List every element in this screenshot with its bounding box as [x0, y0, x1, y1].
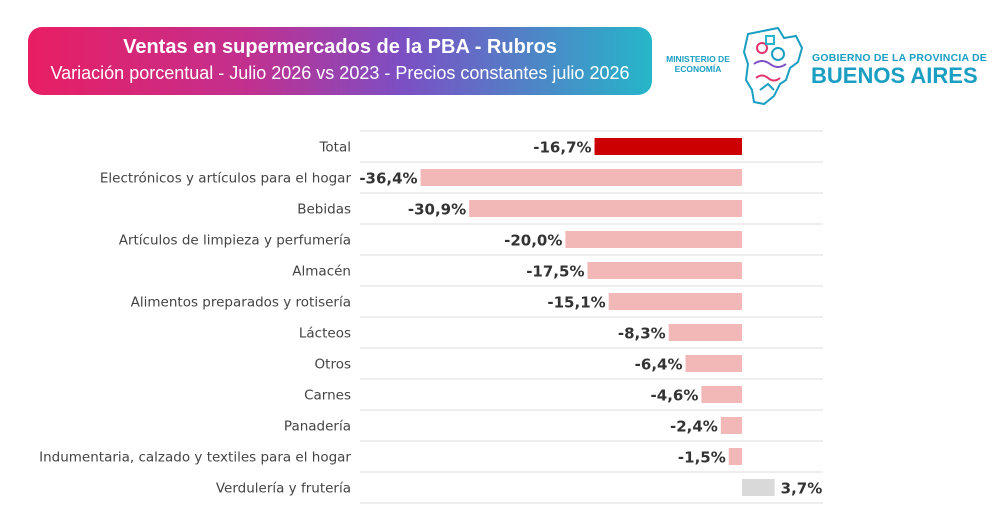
- category-label: Bebidas: [297, 202, 351, 218]
- chart-subtitle: Variación porcentual - Julio 2026 vs 202…: [50, 63, 630, 83]
- bar-10: [728, 448, 742, 465]
- bar-5: [608, 293, 742, 310]
- chart-title: Ventas en supermercados de la PBA - Rubr…: [123, 36, 557, 58]
- category-label: Artículos de limpieza y perfumería: [119, 233, 351, 249]
- category-label: Indumentaria, calzado y textiles para el…: [39, 450, 351, 466]
- category-label: Alimentos preparados y rotisería: [131, 295, 351, 311]
- bar-2: [469, 200, 742, 217]
- category-label: Carnes: [304, 388, 351, 404]
- value-label: -8,3%: [618, 325, 666, 343]
- value-label: -30,9%: [408, 201, 466, 219]
- category-label: Otros: [315, 357, 351, 373]
- value-label: -4,6%: [651, 387, 699, 405]
- value-label: 3,7%: [781, 480, 823, 498]
- category-label: Panadería: [284, 419, 351, 435]
- bar-7: [685, 355, 742, 372]
- category-label: Lácteos: [299, 326, 351, 342]
- value-label: -16,7%: [533, 139, 591, 157]
- bar-11: [742, 479, 775, 496]
- value-label: -36,4%: [359, 170, 417, 188]
- value-label: -1,5%: [678, 449, 726, 467]
- bar-0: [594, 138, 742, 155]
- value-label: -20,0%: [504, 232, 562, 250]
- value-label: -2,4%: [670, 418, 718, 436]
- value-label: -6,4%: [635, 356, 683, 374]
- category-label: Total: [318, 140, 351, 156]
- category-label: Verdulería y frutería: [216, 481, 351, 497]
- gobierno-label: GOBIERNO DE LA PROVINCIA DE: [812, 52, 987, 64]
- category-label: Almacén: [292, 264, 351, 280]
- ministerio-line1: MINISTERIO DE: [666, 54, 730, 64]
- title-banner: Ventas en supermercados de la PBA - Rubr…: [28, 27, 652, 95]
- bar-9: [720, 417, 742, 434]
- ministry-logo: MINISTERIO DE ECONOMÍA GOBIERNO DE LA PR…: [660, 24, 987, 110]
- buenos-aires-label: BUENOS AIRES: [811, 63, 978, 88]
- ministerio-label: MINISTERIO DE ECONOMÍA: [660, 54, 736, 74]
- bar-1: [420, 169, 742, 186]
- ministerio-line2: ECONOMÍA: [674, 64, 722, 74]
- value-label: -15,1%: [547, 294, 605, 312]
- bar-6: [668, 324, 742, 341]
- bar-8: [701, 386, 742, 403]
- bar-3: [565, 231, 742, 248]
- province-map-icon: [742, 26, 804, 106]
- bar-4: [587, 262, 742, 279]
- category-label: Electrónicos y artículos para el hogar: [100, 171, 352, 187]
- value-label: -17,5%: [526, 263, 584, 281]
